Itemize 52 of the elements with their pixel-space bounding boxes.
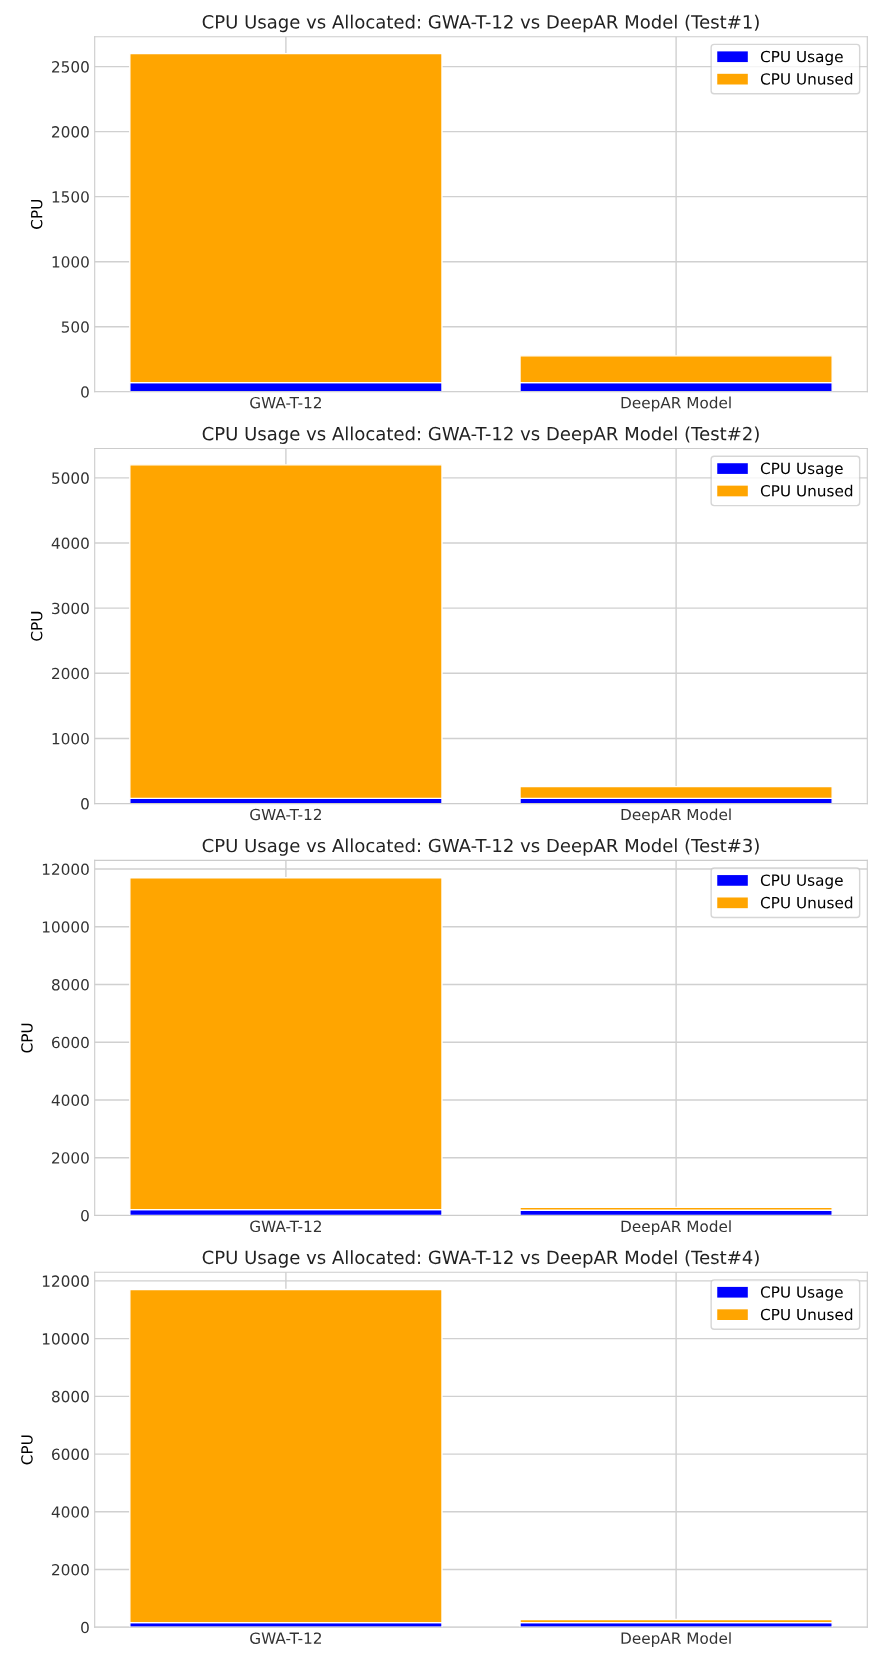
chart-title: CPU Usage vs Allocated: GWA-T-12 vs DeepAR Model (Test#2) <box>202 426 759 444</box>
y-tick-label: 4000 <box>51 1506 89 1518</box>
y-axis-title: CPU <box>21 1435 33 1465</box>
x-tick-label: GWA-T-12 <box>250 1220 321 1233</box>
legend-label: CPU Unused <box>760 1308 853 1321</box>
y-tick-label: 3000 <box>52 602 89 615</box>
x-tick-label: DeepAR Model <box>621 396 731 412</box>
y-tick-label: 0 <box>81 798 89 810</box>
y-tick-label: 2000 <box>52 667 89 680</box>
y-tick-label: 10000 <box>42 921 89 933</box>
y-tick-label: 0 <box>81 1209 89 1222</box>
x-tick-label: DeepAR Model <box>621 1220 731 1236</box>
y-tick-label: 2000 <box>52 126 89 138</box>
y-tick-label: 12000 <box>42 863 89 876</box>
legend-label: CPU Usage <box>760 1286 843 1301</box>
x-tick-label: GWA-T-12 <box>250 1632 321 1644</box>
y-tick-label: 12000 <box>42 1275 89 1287</box>
y-tick-label: 2000 <box>52 1564 89 1576</box>
legend-label: CPU Unused <box>760 896 853 909</box>
bar <box>519 785 833 800</box>
legend-label: CPU Usage <box>760 462 843 478</box>
x-tick-label: DeepAR Model <box>621 808 731 824</box>
y-axis-title: CPU <box>30 611 43 641</box>
bar <box>519 1206 833 1211</box>
y-tick-label: 5000 <box>52 472 89 484</box>
y-tick-label: 1000 <box>52 732 89 745</box>
y-tick-label: 4000 <box>51 1094 89 1106</box>
y-tick-label: 1500 <box>52 191 89 203</box>
legend-label: CPU Usage <box>760 50 843 66</box>
y-tick-label: 4000 <box>51 537 89 550</box>
x-tick-label: DeepAR Model <box>621 1632 731 1647</box>
y-tick-label: 10000 <box>42 1333 89 1345</box>
legend-label: CPU Usage <box>760 874 843 889</box>
y-tick-label: 500 <box>61 321 89 333</box>
chart-title: CPU Usage vs Allocated: GWA-T-12 vs DeepAR Model (Test#1) <box>202 14 759 33</box>
legend-label: CPU Unused <box>760 72 853 85</box>
x-tick-label: GWA-T-12 <box>250 396 321 409</box>
y-tick-label: 8000 <box>51 1390 89 1403</box>
y-tick-label: 6000 <box>52 1036 89 1049</box>
y-tick-label: 0 <box>81 386 89 398</box>
y-tick-label: 1000 <box>52 256 89 268</box>
y-tick-label: 8000 <box>51 978 89 991</box>
x-tick-label: GWA-T-12 <box>250 808 321 821</box>
y-axis-title: CPU <box>21 1023 33 1053</box>
chart-title: CPU Usage vs Allocated: GWA-T-12 vs DeepAR Model (Test#3) <box>202 838 759 856</box>
y-tick-label: 6000 <box>52 1448 89 1461</box>
y-axis-title: CPU <box>30 200 43 229</box>
y-tick-label: 2500 <box>52 61 89 73</box>
chart-title: CPU Usage vs Allocated: GWA-T-12 vs DeepAR Model (Test#4) <box>202 1250 759 1268</box>
y-tick-label: 0 <box>81 1621 89 1634</box>
legend-label: CPU Unused <box>760 484 853 497</box>
y-tick-label: 2000 <box>52 1152 89 1164</box>
